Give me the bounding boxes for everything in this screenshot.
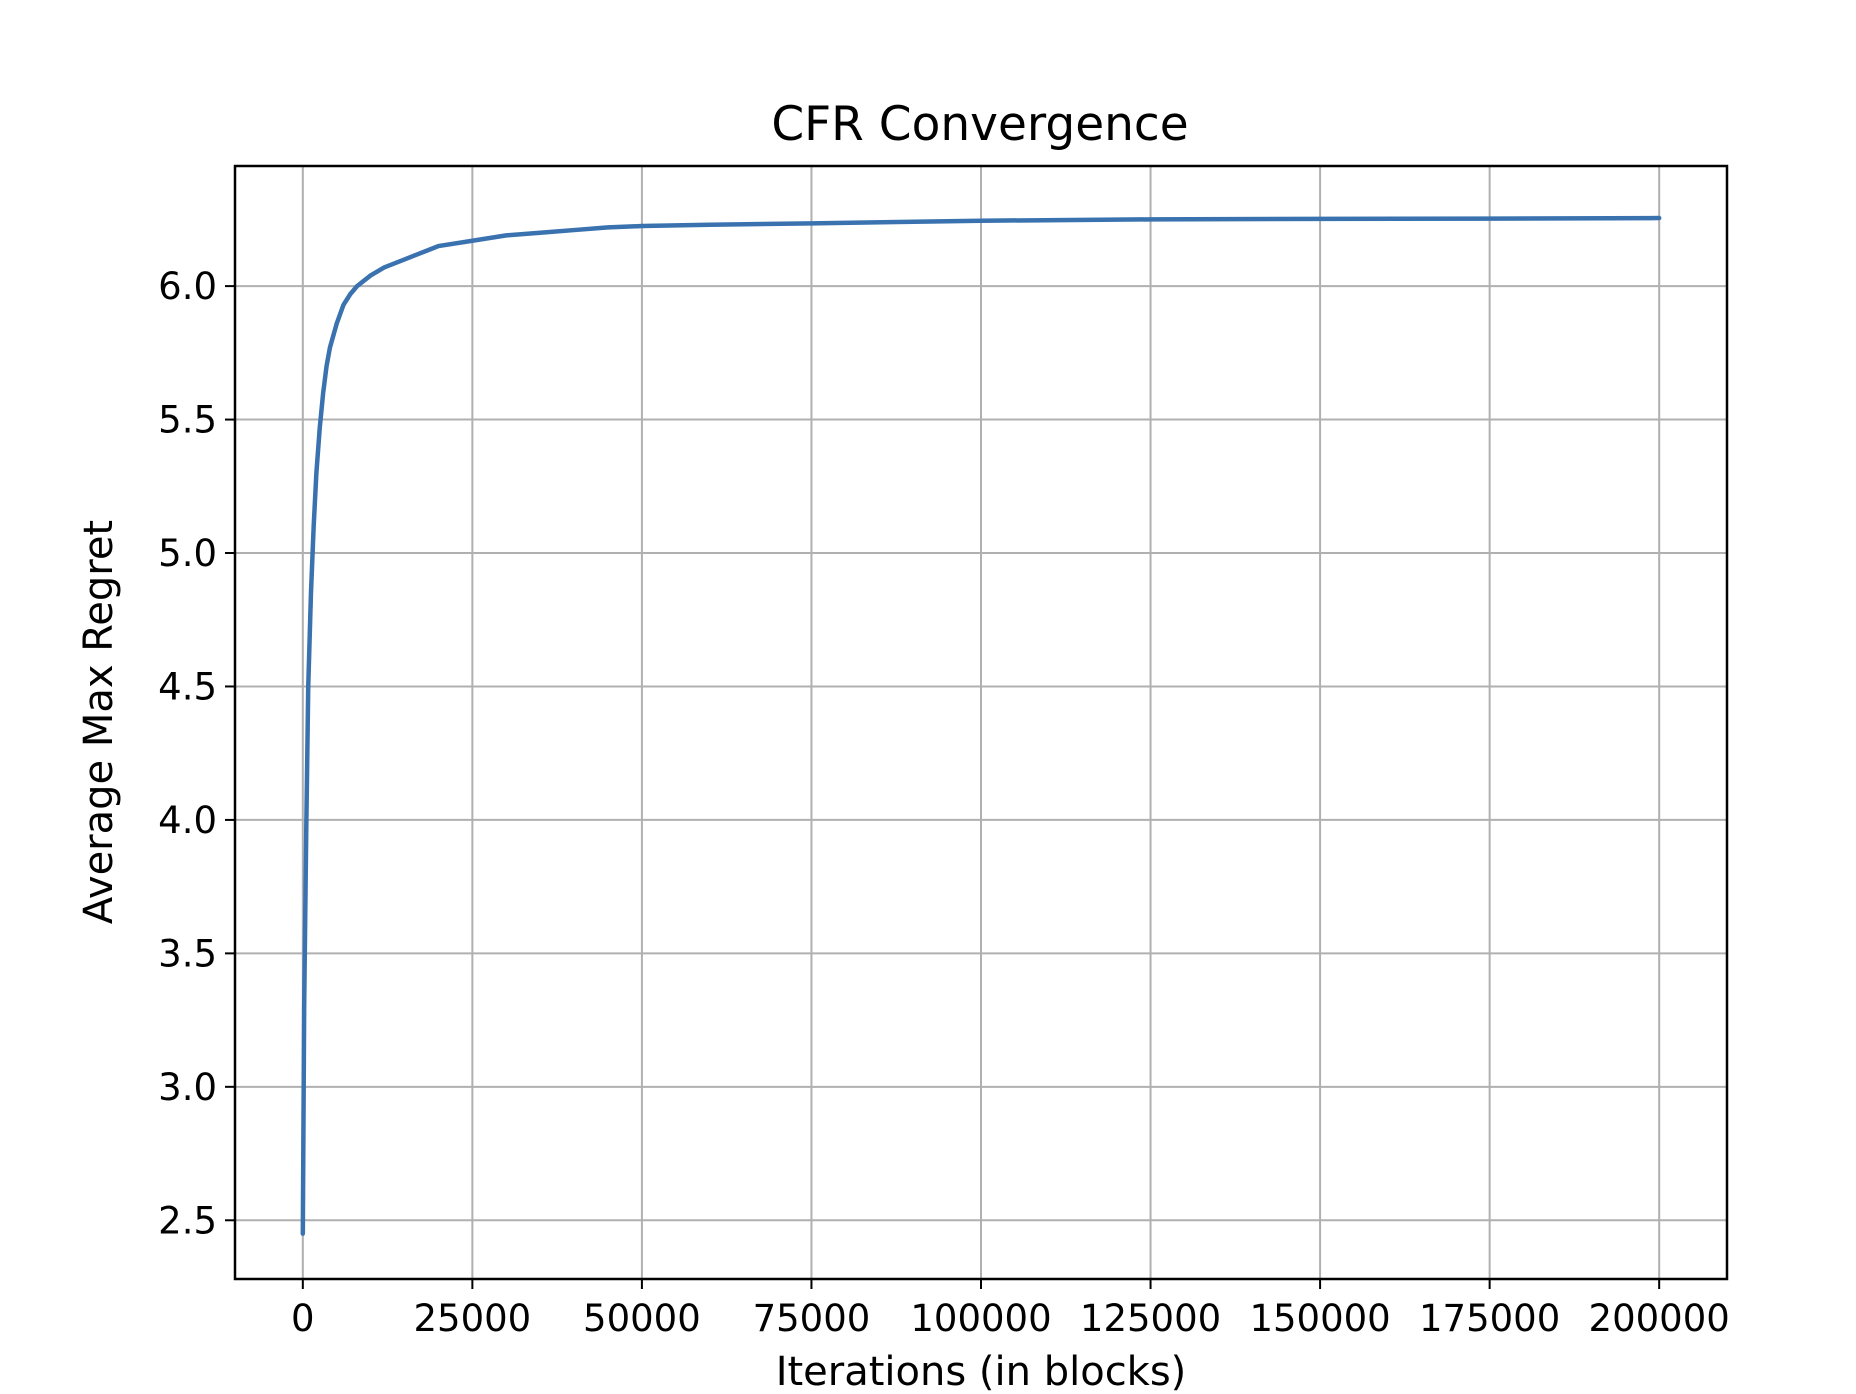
x-tick-label: 200000 [1589, 1297, 1730, 1340]
chart-title: CFR Convergence [771, 97, 1188, 152]
data-series [300, 215, 1662, 1236]
y-tick-label: 4.0 [158, 799, 217, 842]
x-tick-label: 175000 [1419, 1297, 1560, 1340]
x-tick-label: 150000 [1249, 1297, 1390, 1340]
y-tick-label: 3.0 [158, 1066, 217, 1109]
x-tick-label: 0 [291, 1297, 315, 1340]
y-tick-label: 4.5 [158, 665, 217, 708]
x-tick-label: 75000 [753, 1297, 871, 1340]
y-tick-label: 5.0 [158, 532, 217, 575]
x-tick-label: 100000 [910, 1297, 1051, 1340]
series-line [300, 215, 1662, 1236]
x-axis-label: Iterations (in blocks) [776, 1349, 1187, 1394]
x-tick-label: 50000 [583, 1297, 701, 1340]
x-tick-label: 125000 [1080, 1297, 1221, 1340]
grid-lines [235, 166, 1727, 1279]
y-tick-label: 3.5 [158, 932, 217, 975]
y-tick-label: 5.5 [158, 399, 217, 442]
x-tick-label: 25000 [414, 1297, 532, 1340]
axis-ticks: 0 25000 50000 75000 100000 125000 150000 175000… [158, 265, 1730, 1340]
y-tick-label: 2.5 [158, 1199, 217, 1242]
y-axis-label: Average Max Regret [76, 520, 122, 924]
y-tick-label: 6.0 [158, 265, 217, 308]
